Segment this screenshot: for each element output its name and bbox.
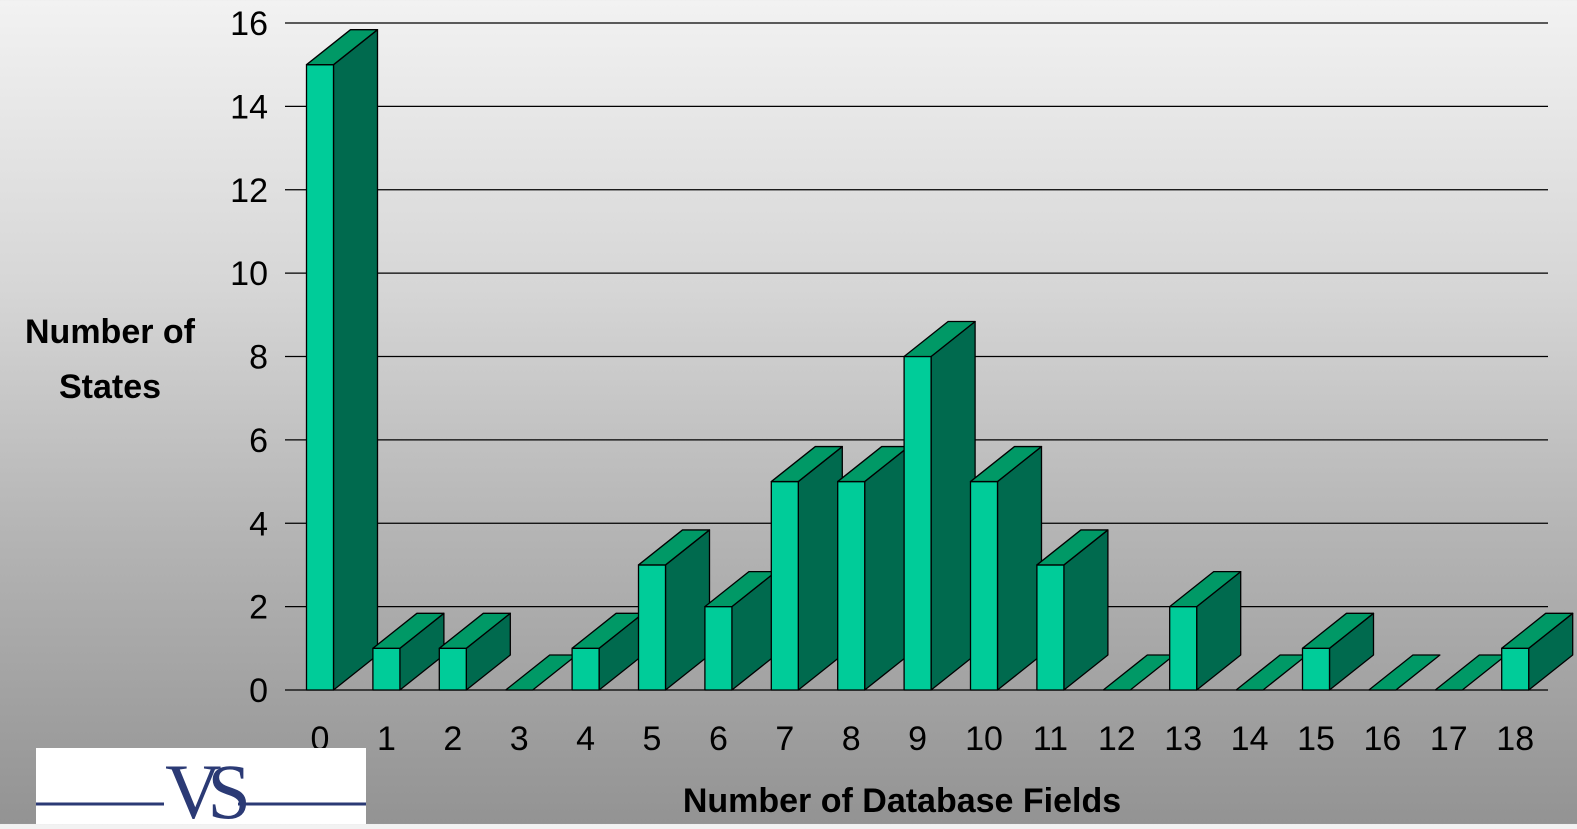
x-tick-label: 11: [1033, 720, 1068, 758]
bar: [1169, 570, 1242, 691]
bar-top: [372, 612, 445, 649]
bar-top: [770, 445, 843, 483]
bar-top: [438, 612, 511, 649]
bar-front: [1036, 564, 1065, 691]
x-tick-label: 6: [709, 720, 728, 758]
y-axis-title-line-1: Number of: [25, 313, 196, 351]
bar-top: [1434, 654, 1507, 691]
bar-top: [1169, 570, 1242, 608]
bar: [1235, 654, 1308, 691]
bar: [1368, 654, 1441, 691]
vs-logo-icon: VS: [36, 748, 366, 829]
bar-front: [1169, 605, 1198, 691]
bar: [1301, 612, 1375, 691]
bar: [438, 612, 511, 691]
x-tick-label: 13: [1164, 720, 1202, 758]
bars: [305, 29, 1574, 691]
y-tick-label: 0: [249, 672, 268, 710]
bar: [837, 445, 910, 691]
x-tick-label: 8: [842, 720, 861, 758]
bar-side: [864, 445, 910, 691]
x-tick-label: 10: [965, 720, 1003, 758]
bar: [770, 445, 843, 691]
x-tick-label: 14: [1231, 720, 1269, 758]
bar-front: [704, 605, 733, 691]
bar-side: [996, 445, 1043, 691]
bar: [1102, 654, 1175, 691]
x-tick-label: 12: [1098, 720, 1136, 758]
bar-front: [372, 647, 401, 691]
bar-top: [903, 320, 976, 358]
bar-front: [969, 480, 999, 691]
x-tick-label: 4: [576, 720, 595, 758]
y-tick-label: 8: [249, 339, 268, 377]
bar-top: [1102, 654, 1175, 691]
y-tick-label: 12: [230, 172, 268, 210]
bar: [903, 320, 976, 691]
bar-top: [1368, 654, 1441, 691]
x-tick-label: 3: [510, 720, 529, 758]
bar-side: [332, 29, 379, 691]
y-tick-label: 16: [230, 5, 268, 43]
y-tick-label: 4: [249, 505, 268, 543]
vs-logo: VS: [36, 748, 366, 829]
x-tick-label: 17: [1430, 720, 1468, 758]
y-axis-title: Number of States: [25, 313, 196, 406]
bar: [637, 529, 711, 691]
x-tick-label: 15: [1297, 720, 1335, 758]
bar-top: [1235, 654, 1308, 691]
y-tick-label: 10: [230, 255, 268, 293]
bar: [704, 570, 777, 691]
bar-front: [571, 647, 600, 691]
bar-top: [505, 654, 578, 691]
bar-top: [305, 29, 379, 66]
x-tick-label: 7: [775, 720, 794, 758]
bar-front: [770, 480, 799, 691]
x-tick-label: 18: [1496, 720, 1534, 758]
y-axis-ticks: 0 2 4 6 8 10 12 14 16: [230, 5, 268, 710]
bar-top: [1301, 612, 1375, 649]
bar: [505, 654, 578, 691]
x-tick-label: 1: [377, 720, 396, 758]
x-axis-ticks: 0 1 2 3 4 5 6 7 8 9 10 11 12 13 14 15 16 17 18: [311, 720, 1535, 758]
bar-side: [797, 445, 843, 691]
y-tick-label: 2: [249, 589, 268, 627]
bar-front: [438, 647, 467, 691]
bar-front: [637, 564, 667, 691]
bar-side: [930, 320, 976, 691]
x-axis-title: Number of Database Fields: [683, 782, 1121, 820]
bar-top: [969, 445, 1043, 483]
bar-front: [903, 355, 932, 691]
bar: [372, 612, 445, 691]
bar: [1036, 529, 1109, 691]
bar: [305, 29, 379, 691]
bar-front: [305, 64, 335, 691]
x-tick-label: 5: [643, 720, 662, 758]
bar: [969, 445, 1043, 691]
bar: [1434, 654, 1507, 691]
bar-front: [1301, 647, 1331, 691]
x-tick-label: 2: [443, 720, 462, 758]
bar-front: [837, 480, 866, 691]
bar-top: [1501, 612, 1574, 649]
bar-top: [637, 529, 711, 566]
logo-mark: VS: [165, 748, 246, 824]
y-axis-title-line-2: States: [59, 368, 161, 406]
bar: [571, 612, 644, 691]
y-tick-label: 6: [249, 422, 268, 460]
y-tick-label: 14: [230, 88, 268, 126]
x-tick-label: 16: [1363, 720, 1401, 758]
x-tick-label: 9: [908, 720, 927, 758]
bar: [1501, 612, 1574, 691]
bar-front: [1501, 647, 1530, 691]
bar-top: [1036, 529, 1109, 566]
